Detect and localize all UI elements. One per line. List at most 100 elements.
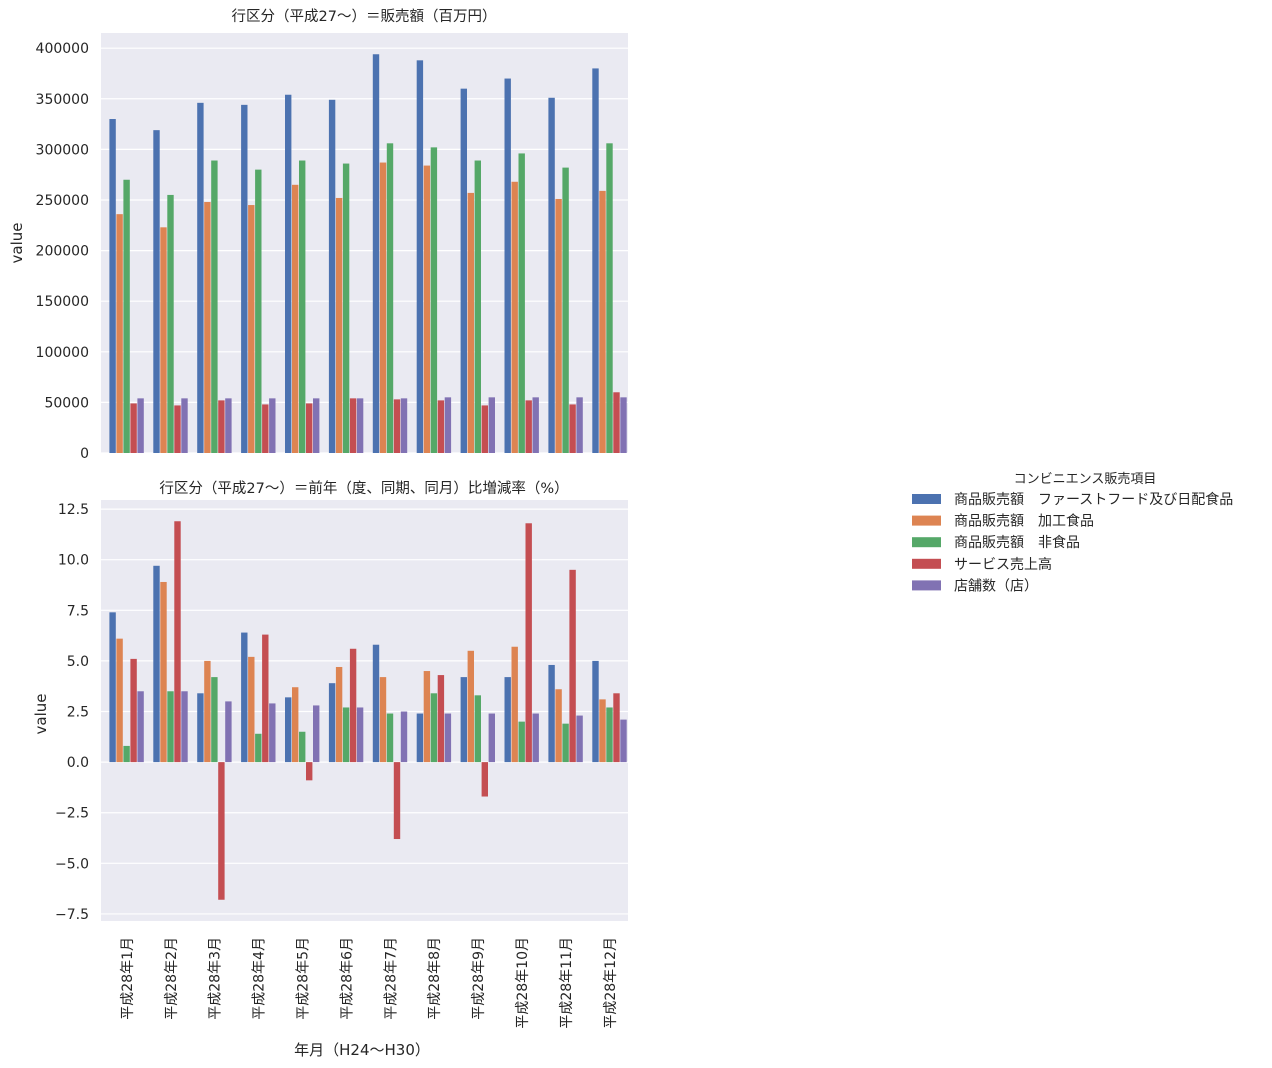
y-tick-label: 350000 xyxy=(36,92,89,108)
y-tick-label: 7.5 xyxy=(67,603,89,619)
bar xyxy=(592,660,599,763)
bar xyxy=(349,398,357,453)
bar xyxy=(299,731,306,763)
x-tick-label: 平成28年9月 xyxy=(471,937,487,1020)
bar xyxy=(504,677,511,763)
growth-y-ticks: −7.5 −5.0 −2.5 0.0 2.5 5.0 7.5 10.0 12.5 xyxy=(55,502,89,923)
bar xyxy=(576,715,583,763)
bar xyxy=(372,644,380,763)
bar xyxy=(488,713,495,763)
bar xyxy=(123,745,130,763)
legend-title: コンビニエンス販売項目 xyxy=(1014,471,1157,487)
bar xyxy=(137,398,144,453)
x-tick-label: 平成28年5月 xyxy=(296,937,312,1020)
bar xyxy=(292,687,299,763)
y-tick-label: 2.5 xyxy=(67,705,89,721)
y-tick-label: 250000 xyxy=(36,193,89,209)
bar xyxy=(313,705,320,763)
bar xyxy=(356,398,364,453)
bar xyxy=(474,695,481,763)
y-tick-label: −7.5 xyxy=(55,907,89,923)
sales-gridlines xyxy=(101,47,628,454)
bar xyxy=(613,693,620,763)
bar xyxy=(430,147,438,453)
bar xyxy=(160,581,167,763)
bar xyxy=(599,190,606,453)
bar xyxy=(613,392,620,453)
bar xyxy=(548,664,555,763)
bar xyxy=(393,399,401,453)
legend-label: 商品販売額 加工食品 xyxy=(954,513,1094,530)
y-tick-label: 400000 xyxy=(36,41,89,57)
bar xyxy=(592,68,599,453)
bar xyxy=(204,202,211,453)
bar xyxy=(160,227,167,453)
bar xyxy=(130,403,137,453)
bar xyxy=(248,205,255,453)
bar xyxy=(335,666,343,763)
x-axis-label: 年月（H24〜H30） xyxy=(294,1041,430,1059)
bar xyxy=(525,523,532,763)
bar xyxy=(153,130,160,454)
y-tick-label: −5.0 xyxy=(55,856,89,872)
y-tick-label: 12.5 xyxy=(58,502,89,518)
bar xyxy=(356,707,364,763)
sales-panel: 0 50000 100000 150000 200000 250000 300000 3500… xyxy=(8,8,628,462)
bar xyxy=(255,733,262,763)
legend-swatch xyxy=(912,558,941,569)
x-tick-label: 平成28年1月 xyxy=(120,937,136,1020)
y-tick-label: 100000 xyxy=(36,345,89,361)
bar xyxy=(342,163,350,454)
bar xyxy=(116,638,123,763)
x-tick-label: 平成28年8月 xyxy=(427,937,443,1020)
y-tick-label: 10.0 xyxy=(58,553,89,569)
growth-y-axis-label: value xyxy=(32,694,50,735)
bar xyxy=(576,397,583,453)
growth-panel-background xyxy=(101,500,628,921)
bar xyxy=(130,658,137,763)
bar xyxy=(285,697,292,763)
bar xyxy=(511,181,518,453)
bar xyxy=(386,143,394,454)
sales-y-axis-label: value xyxy=(8,223,26,264)
bar xyxy=(197,693,204,763)
bar xyxy=(437,400,445,453)
bar xyxy=(328,683,336,763)
bar xyxy=(372,54,380,453)
bar xyxy=(137,691,144,763)
legend-swatch xyxy=(912,580,941,591)
y-tick-label: 50000 xyxy=(44,395,89,411)
x-tick-label: 平成28年11月 xyxy=(559,937,575,1029)
legend-swatch xyxy=(912,537,941,548)
legend-swatch xyxy=(912,515,941,526)
x-tick-label: 平成28年12月 xyxy=(603,937,619,1029)
bar xyxy=(518,153,525,454)
bar xyxy=(599,699,606,763)
bar xyxy=(342,707,350,763)
bar xyxy=(167,691,174,763)
bar xyxy=(167,194,174,453)
bar xyxy=(555,198,562,453)
bar xyxy=(467,650,474,763)
bar xyxy=(262,404,269,453)
bar xyxy=(328,99,336,454)
y-tick-label: 0 xyxy=(80,446,89,462)
sales-panel-title: 行区分（平成27〜）＝販売額（百万円） xyxy=(232,8,497,25)
x-tick-label: 平成28年2月 xyxy=(164,937,180,1020)
bar xyxy=(313,398,320,453)
bar xyxy=(269,703,276,763)
bar xyxy=(197,102,204,453)
bar xyxy=(460,88,467,453)
bar xyxy=(299,160,306,453)
y-tick-label: 5.0 xyxy=(67,654,89,670)
bar xyxy=(488,397,495,453)
bar xyxy=(255,169,262,453)
legend-swatch xyxy=(912,494,941,504)
bar xyxy=(285,94,292,454)
bar xyxy=(467,192,474,453)
bar xyxy=(620,397,627,453)
bar xyxy=(620,719,627,763)
bar xyxy=(562,723,569,763)
